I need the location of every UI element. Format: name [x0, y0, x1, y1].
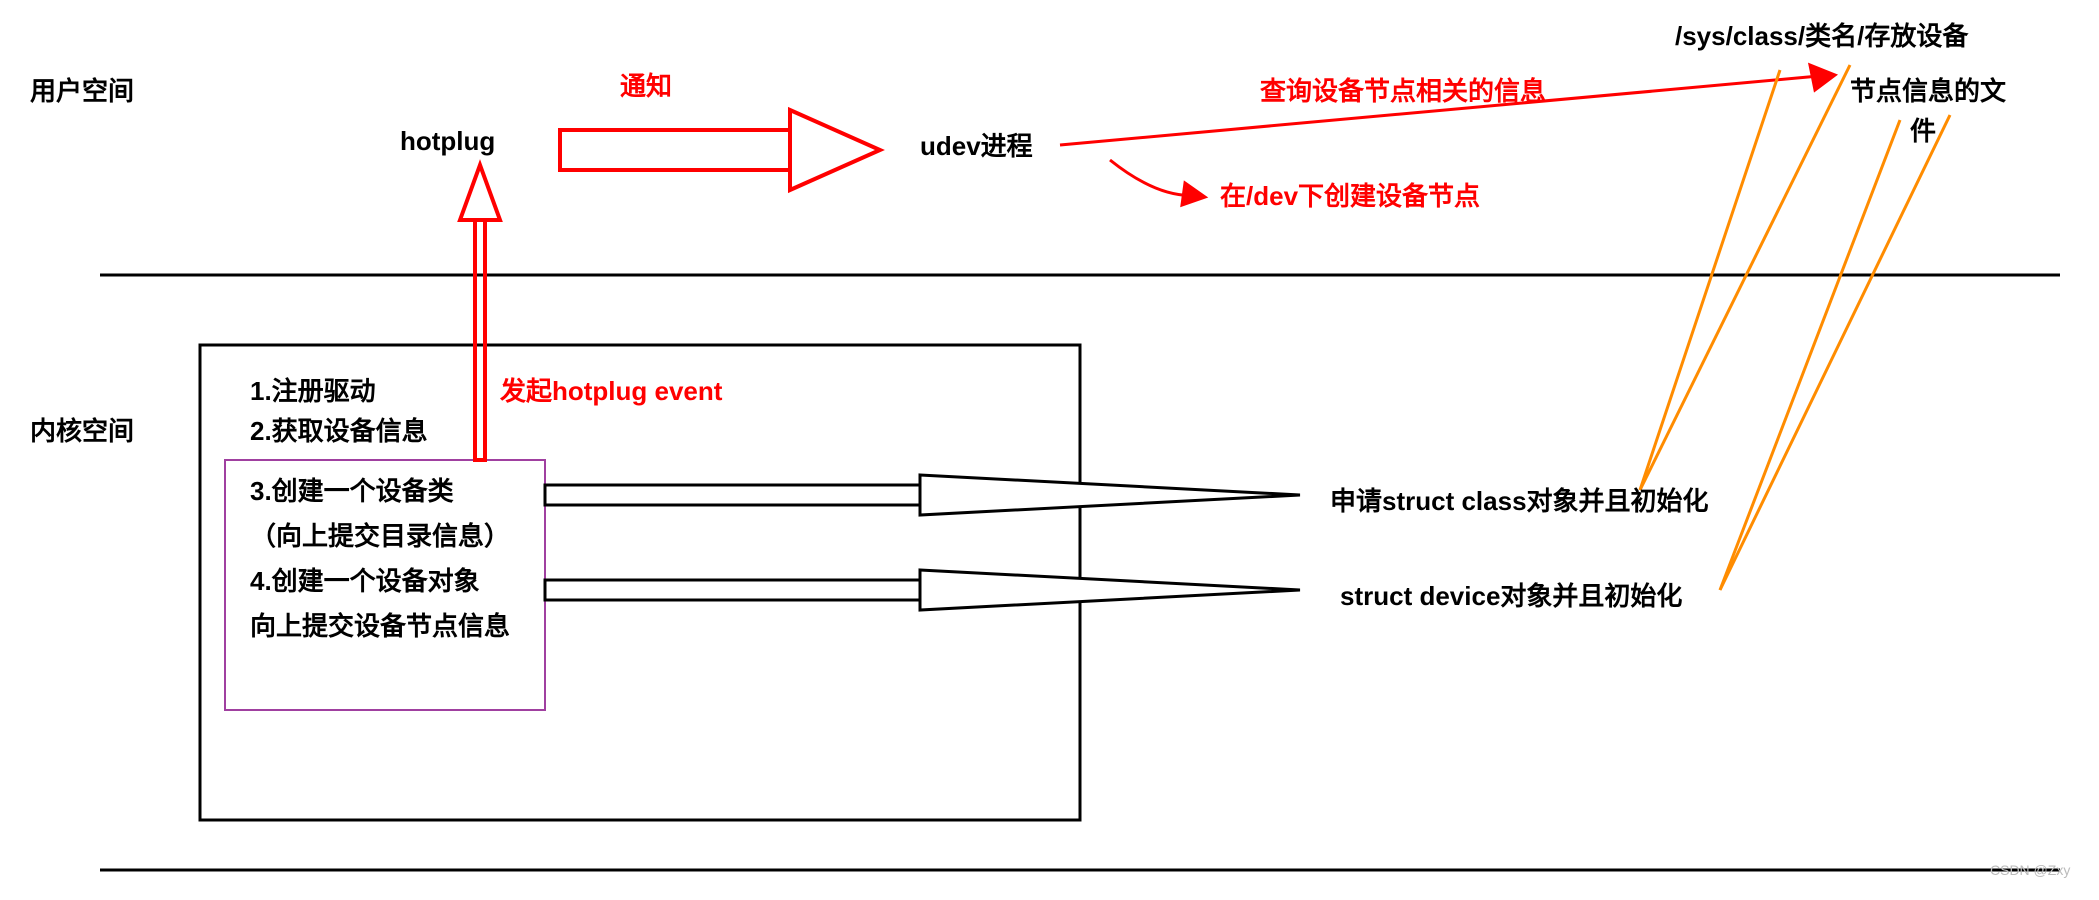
node-file-label: 节点信息的文 — [1850, 76, 2007, 106]
user-space-label: 用户空间 — [30, 76, 134, 106]
kernel-space-label: 内核空间 — [30, 416, 134, 446]
notify-arrow — [560, 110, 880, 190]
step3b-label: （向上提交目录信息） — [250, 521, 510, 551]
hotplug-event-label: 发起hotplug event — [499, 376, 723, 406]
udev-diagram: 用户空间 内核空间 hotplug 通知 udev进程 查询设备节点相关的信息 … — [0, 0, 2099, 900]
create-dev-label: 在/dev下创建设备节点 — [1220, 181, 1480, 211]
device-obj-label: struct device对象并且初始化 — [1340, 581, 1682, 611]
step4b-label: 向上提交设备节点信息 — [250, 611, 510, 641]
hotplug-event-arrow — [460, 165, 500, 460]
orange-line-2b — [1720, 120, 1900, 590]
orange-line-2a — [1720, 115, 1950, 590]
node-file-label-2: 件 — [1910, 116, 1936, 146]
orange-line-1a — [1640, 65, 1850, 490]
class-arrow — [545, 475, 1300, 515]
step4-label: 4.创建一个设备对象 — [250, 566, 480, 596]
step1-label: 1.注册驱动 — [250, 376, 376, 406]
create-dev-arrow — [1110, 160, 1205, 205]
sys-path-label: /sys/class/类名/存放设备 — [1675, 21, 1969, 51]
udev-label: udev进程 — [920, 131, 1033, 161]
class-obj-label: 申请struct class对象并且初始化 — [1330, 486, 1709, 516]
orange-line-1b — [1640, 70, 1780, 490]
watermark-label: CSDN @Zxy — [1990, 862, 2070, 878]
device-arrow — [545, 570, 1300, 610]
notify-label: 通知 — [620, 71, 672, 101]
hotplug-label: hotplug — [400, 126, 495, 156]
step3-label: 3.创建一个设备类 — [250, 476, 454, 506]
query-info-label: 查询设备节点相关的信息 — [1260, 76, 1546, 106]
step2-label: 2.获取设备信息 — [250, 416, 428, 446]
